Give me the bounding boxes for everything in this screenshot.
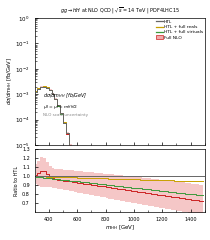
Legend: HTL, HTL + full reals, HTL + full virtuals, Full NLO: HTL, HTL + full reals, HTL + full virtua…	[156, 19, 203, 40]
Text: $gg \to HH$ at NLO QCD $|$ $\sqrt{s} = 14$ TeV $|$ PDF4LHC15: $gg \to HH$ at NLO QCD $|$ $\sqrt{s} = 1…	[60, 7, 180, 16]
Text: $d\sigma/dm_{HH}$ [fb/GeV]: $d\sigma/dm_{HH}$ [fb/GeV]	[43, 92, 88, 101]
Text: NLO scale uncertainty: NLO scale uncertainty	[43, 113, 88, 117]
X-axis label: $m_{HH}$ [GeV]: $m_{HH}$ [GeV]	[105, 224, 135, 233]
Y-axis label: $d\sigma/dm_{HH}$ [fb/GeV]: $d\sigma/dm_{HH}$ [fb/GeV]	[5, 58, 14, 105]
Y-axis label: Ratio to HTL: Ratio to HTL	[14, 166, 19, 196]
Text: $\mu_R = \mu_F = m_{HH}/2$: $\mu_R = \mu_F = m_{HH}/2$	[43, 103, 78, 111]
